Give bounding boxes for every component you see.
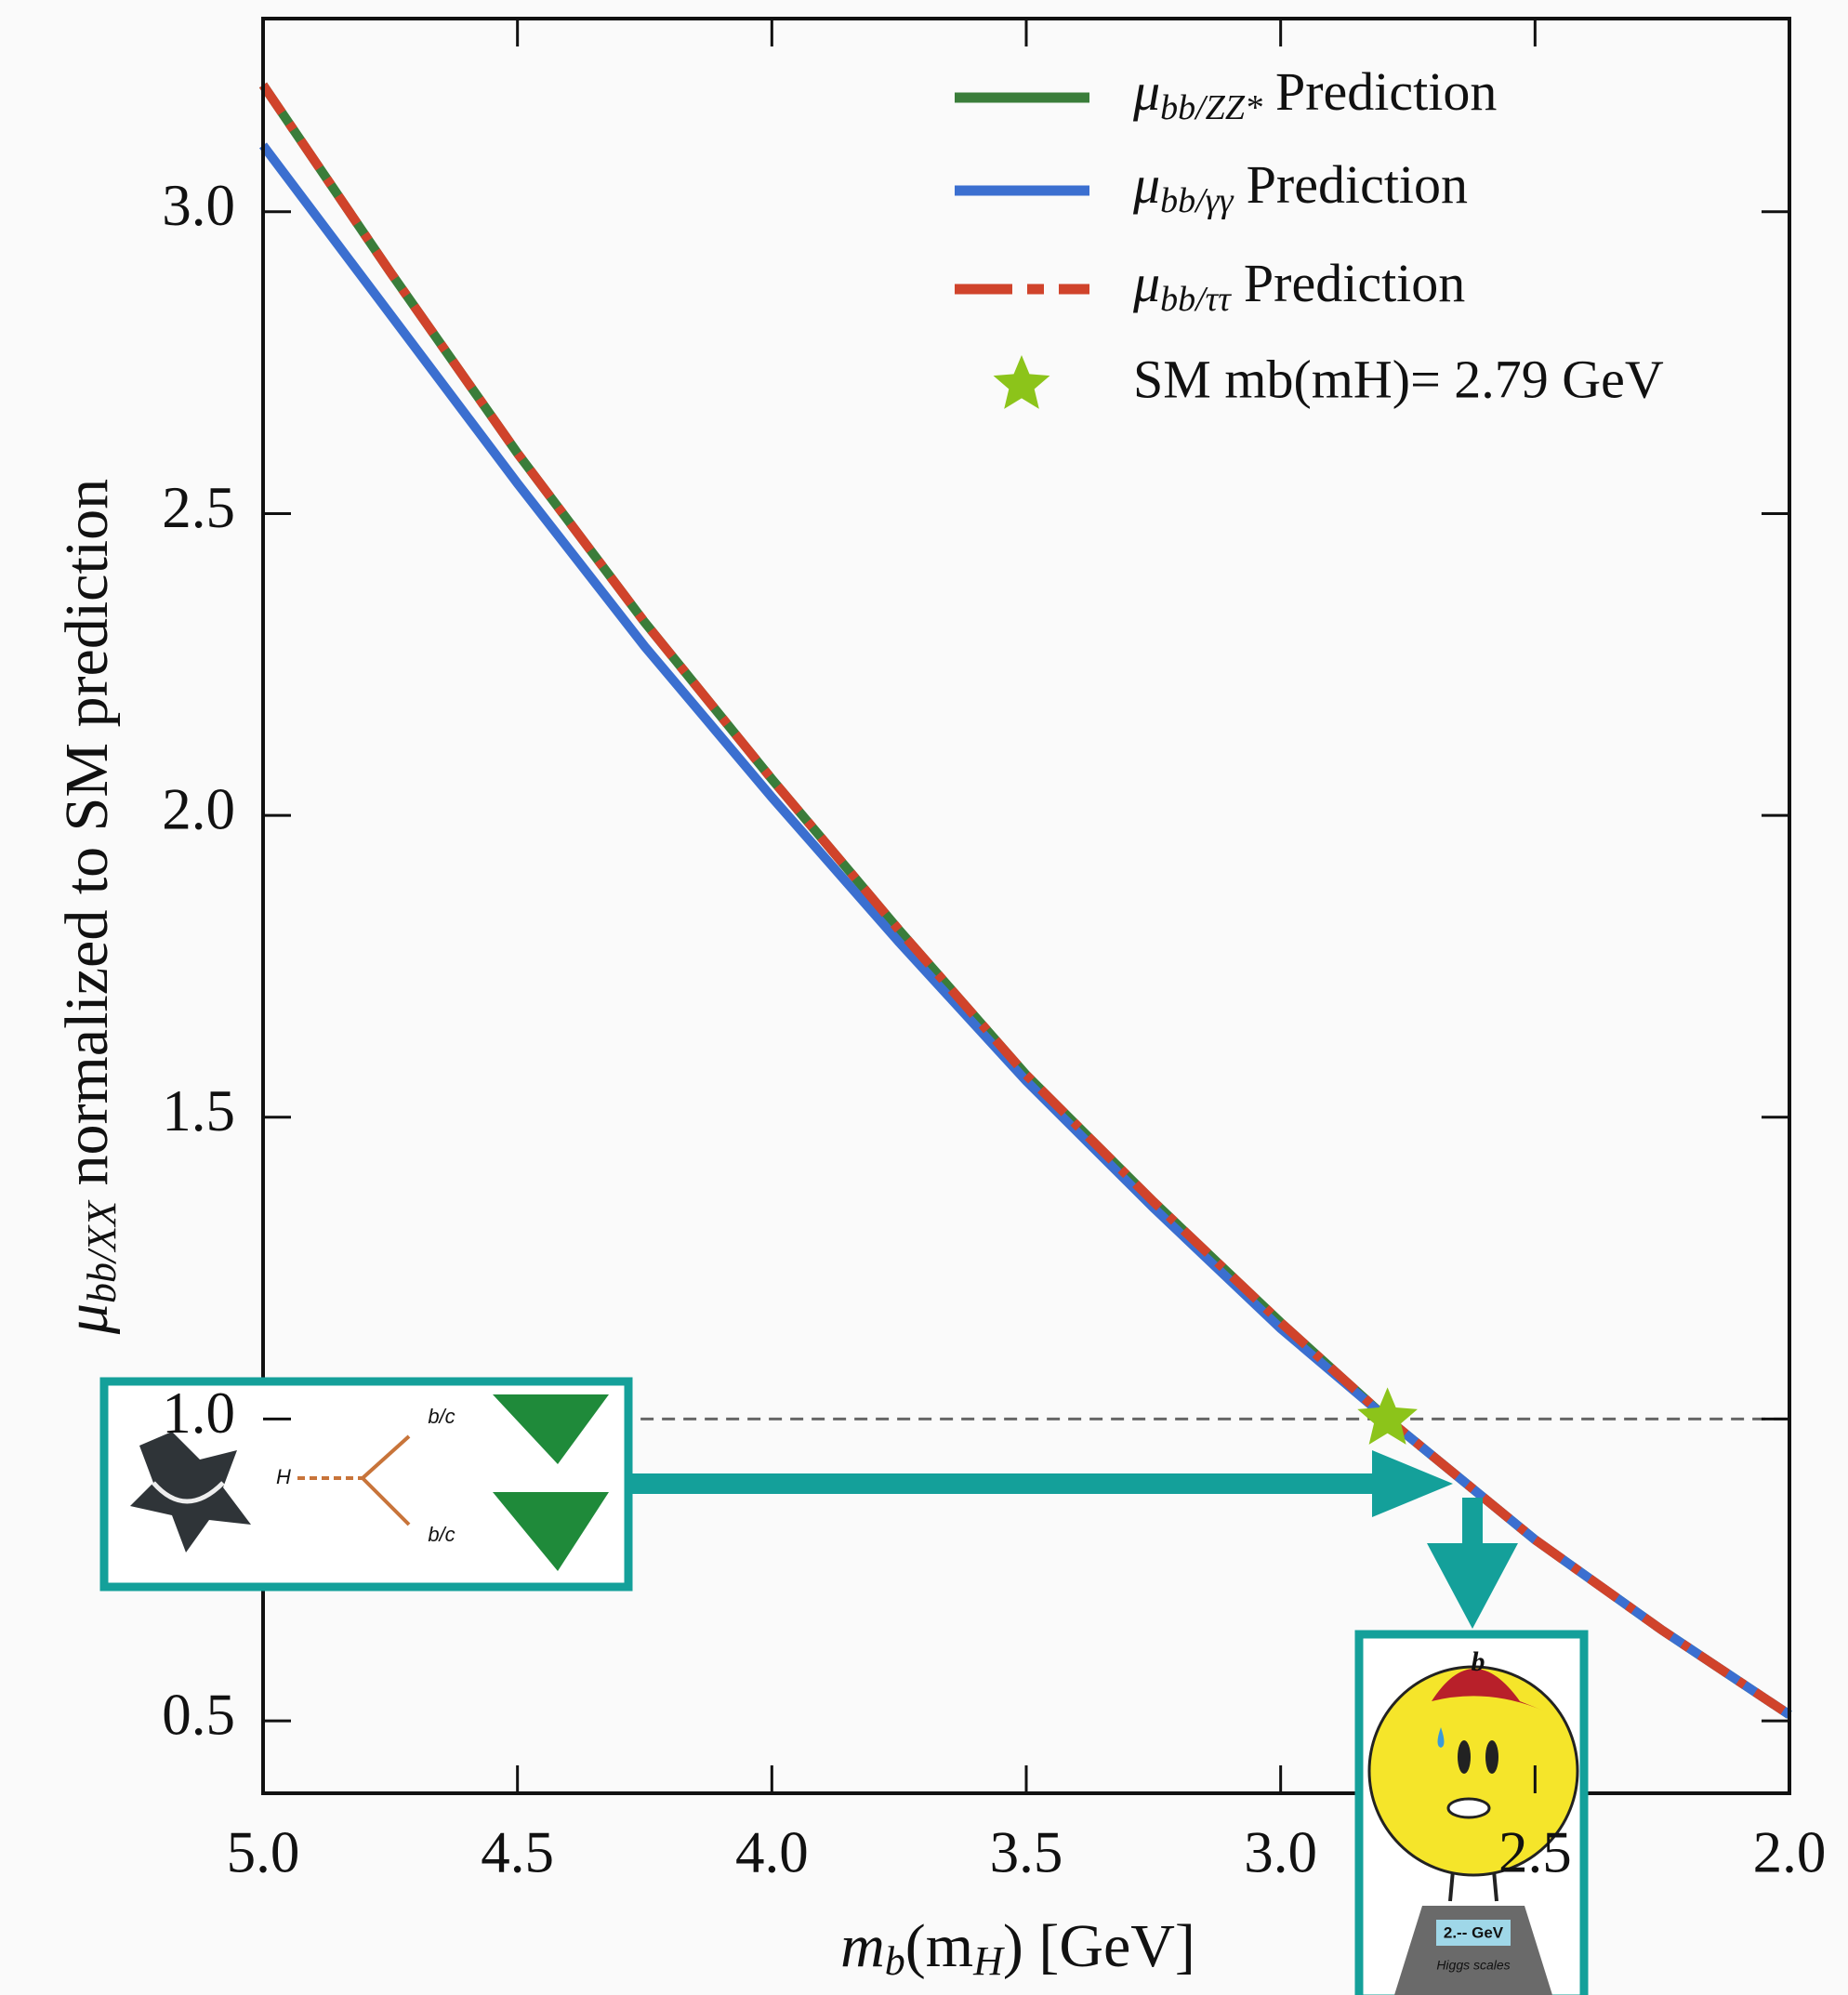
x-label-part: H [972,1938,1005,1984]
decay-label: H [276,1465,291,1488]
arrow-head [1427,1543,1518,1629]
plush-smile [152,1481,225,1504]
y-axis-label: μbb/XX normalized to SM prediction [53,479,125,1335]
scale-display [1436,1920,1511,1946]
legend-text: Prediction [1247,154,1468,215]
eye [1485,1740,1498,1774]
legend-label: μbb/ττ Prediction [1132,253,1465,318]
arrow-head [1372,1450,1453,1517]
sweat-drop [1437,1727,1445,1748]
scale-inset: 2.-- GeV Higgs scales b [1354,1630,1589,1995]
x-tick-label: 2.0 [1753,1819,1827,1884]
decay-inset: H b/c b/c [99,1377,633,1592]
b-plush [493,1394,609,1464]
y-label-part: bb/XX [79,1199,125,1303]
arrow-shaft [1462,1498,1483,1549]
legend-subscript: bb/γγ [1160,181,1234,220]
b-line [361,1434,411,1480]
x-tick-label: 4.5 [481,1819,554,1884]
y-tick-label: 3.0 [162,173,235,238]
scale-readout: 2.-- GeV [1444,1923,1504,1941]
b-quark-body [1367,1665,1579,1877]
x-label-part: b [885,1938,905,1984]
legend-label: μbb/ZZ* Prediction [1132,61,1497,126]
scale [1394,1906,1552,1995]
plot-area [258,82,1792,1719]
x-tick-label: 3.0 [1244,1819,1317,1884]
y-tick-label: 2.0 [162,777,235,842]
b-plush [493,1492,609,1571]
legend-symbol: μ [1132,61,1160,122]
x-label-part: m [840,1912,885,1980]
legend-label: μbb/γγ Prediction [1132,154,1468,219]
decay-label: b/c [428,1405,455,1428]
x-axis-label: mb(mH) [GeV] [840,1912,1195,1984]
scale-brand: Higgs scales [1436,1958,1510,1973]
x-label-part: (m [905,1912,973,1980]
y-tick-label: 2.5 [162,475,235,540]
legend-text: Prediction [1244,253,1465,313]
y-tick-label: 0.5 [162,1683,235,1748]
y-tick-label: 1.0 [162,1381,235,1446]
legend-text: Prediction [1275,61,1497,122]
x-label-part: ) [GeV] [1003,1912,1195,1980]
decay-label: b/c [428,1523,455,1546]
y-tick-label: 1.5 [162,1078,235,1143]
legend-symbol: μ [1132,154,1160,215]
legend-subscript: bb/ττ [1160,280,1232,319]
legend-label: SM mb(mH)= 2.79 GeV [1133,349,1664,409]
y-label-part: normalized to SM prediction [53,479,121,1201]
cap [1432,1669,1543,1711]
x-tick-label: 3.5 [990,1819,1063,1884]
legend-symbol: μ [1132,253,1160,313]
x-tick-label: 4.0 [735,1819,809,1884]
inset-gap [448,1477,623,1490]
x-tick-label: 2.5 [1498,1819,1572,1884]
y-label-part: μ [53,1303,121,1335]
x-tick-label: 5.0 [227,1819,300,1884]
eye [1458,1740,1471,1774]
mouth [1446,1797,1491,1819]
cap-letter: b [1472,1646,1485,1677]
legend-marker [993,355,1050,409]
legend-subscript: bb/ZZ* [1160,88,1262,127]
sm-marker [1357,1387,1418,1445]
arrow-shaft [628,1473,1381,1494]
b-line [361,1476,411,1526]
star-plush [130,1432,251,1552]
